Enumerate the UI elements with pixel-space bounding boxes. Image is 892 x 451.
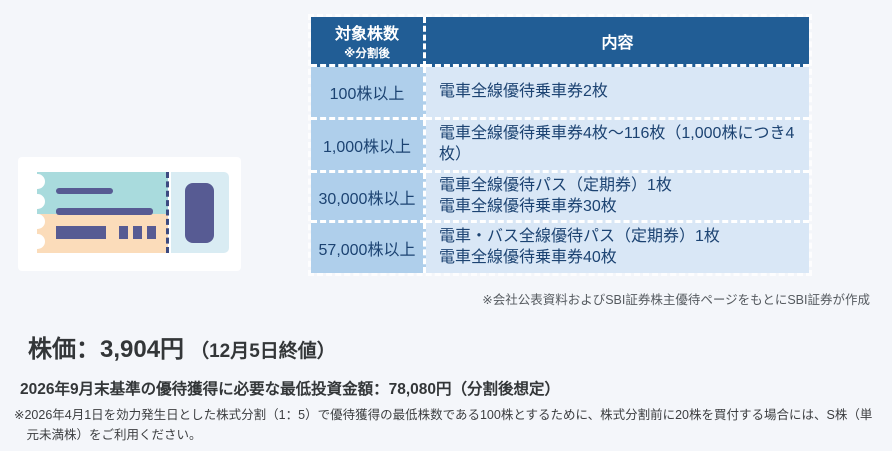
benefit-line: 電車全線優待乗車券4枚～116枚（1,000株につき4枚）: [439, 125, 795, 163]
table-row-shares: 30,000株以上: [311, 173, 426, 223]
benefit-line: 電車全線優待乗車券40枚: [439, 249, 617, 266]
ticket-stub-block: [185, 183, 214, 243]
header-content-label: 内容: [601, 34, 634, 52]
benefit-line: 電車全線優待乗車券2枚: [439, 82, 608, 100]
ticket-perforation-line: [166, 172, 169, 253]
ticket-barcode-block: [119, 226, 128, 239]
table-row-shares: 1,000株以上: [311, 120, 426, 173]
table-header-content: 内容: [426, 17, 809, 67]
header-shares-note: ※分割後: [344, 48, 390, 60]
ticket-scallop-edge: [30, 174, 45, 189]
table-row-benefit: 電車全線優待乗車券4枚～116枚（1,000株につき4枚）: [426, 120, 809, 173]
header-shares-label: 対象株数: [334, 26, 399, 43]
ticket-barcode-block: [133, 226, 142, 239]
table-row-benefit: 電車全線優待乗車券2枚: [426, 67, 809, 120]
shares-value: 30,000株以上: [318, 190, 416, 208]
table-header-shares: 対象株数 ※分割後: [311, 17, 426, 67]
benefit-line: 電車全線優待乗車券30枚: [439, 197, 617, 215]
ticket-barcode-block: [56, 226, 106, 239]
ticket-scallop-edge: [30, 194, 45, 209]
table-row-benefit: 電車全線優待パス（定期券）1枚 電車全線優待乗車券30枚: [426, 173, 809, 223]
stock-price-line: 株価：3,904円 （12月5日終値）: [28, 329, 336, 364]
ticket-text-bar: [56, 208, 153, 215]
min-investment-line: 2026年9月末基準の優待獲得に必要な最低投資金額：78,080円（分割後想定）: [20, 381, 561, 398]
stock-price-value: 株価：3,904円: [28, 336, 185, 363]
table-row-shares: 57,000株以上: [311, 223, 426, 273]
ticket-scallop-edge: [30, 214, 45, 229]
benefit-line: 電車全線優待パス（定期券）1枚: [439, 176, 672, 194]
shares-value: 1,000株以上: [322, 139, 412, 156]
ticket-scallop-edge: [30, 234, 45, 249]
table-source-note: ※会社公表資料およびSBI証券株主優待ページをもとにSBI証券が作成: [482, 293, 870, 307]
table-row-benefit: 電車・バス全線優待パス（定期券）1枚 電車全線優待乗車券40枚: [426, 223, 809, 273]
shares-value: 100株以上: [329, 86, 405, 103]
benefit-table: 対象株数 ※分割後 内容 100株以上 電車全線優待乗車券2枚 1,000株以上…: [308, 14, 812, 276]
ticket-barcode-block: [147, 226, 156, 239]
shares-value: 57,000株以上: [318, 242, 416, 259]
ticket-text-bar: [56, 188, 113, 194]
benefit-line: 電車・バス全線優待パス（定期券）1枚: [439, 228, 720, 246]
stock-price-date-note: （12月5日終値）: [190, 341, 336, 362]
table-row-shares: 100株以上: [311, 67, 426, 120]
ticket-illustration-card: [18, 157, 241, 271]
split-disclaimer: ※2026年4月1日を効力発生日とした株式分割（1：5）で優待獲得の最低株数であ…: [14, 408, 873, 442]
